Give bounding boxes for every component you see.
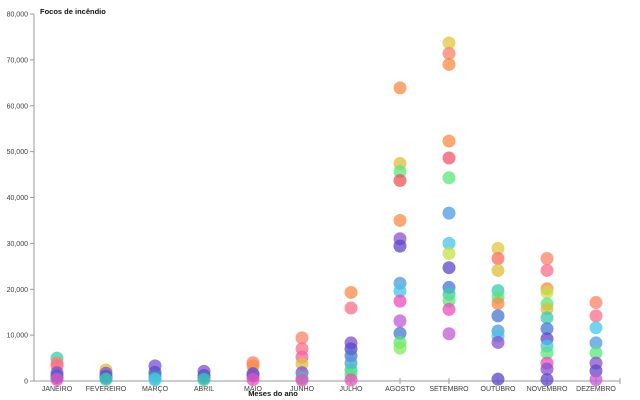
data-point-junho <box>295 331 309 345</box>
x-tick-label: ABRIL <box>194 386 214 393</box>
data-point-agosto <box>393 81 407 95</box>
data-point-novembro <box>540 263 554 277</box>
x-tick-label: MAIO <box>244 386 262 393</box>
x-tick-label: JUNHO <box>290 386 315 393</box>
data-point-setembro <box>442 46 456 60</box>
data-point-julho <box>344 301 358 315</box>
data-point-dezembro <box>589 336 603 350</box>
x-tick-label: MARÇO <box>142 386 169 393</box>
y-tick-label: 40,000 <box>7 195 29 202</box>
data-point-junho <box>295 373 309 387</box>
data-point-julho <box>344 285 358 299</box>
data-point-marco <box>148 373 162 387</box>
y-tick-label: 20,000 <box>7 287 29 294</box>
y-tick-label: 50,000 <box>7 149 29 156</box>
data-point-setembro <box>442 36 456 50</box>
chart-title: Focos de incêndio <box>40 7 106 16</box>
data-point-agosto <box>393 213 407 227</box>
data-point-outubro <box>491 335 505 349</box>
data-point-janeiro <box>50 373 64 387</box>
data-point-agosto <box>393 284 407 298</box>
y-tick-label: 10,000 <box>7 333 29 340</box>
data-point-setembro <box>442 134 456 148</box>
data-point-setembro <box>442 261 456 275</box>
data-point-novembro <box>540 252 554 266</box>
data-point-setembro <box>442 327 456 341</box>
data-point-setembro <box>442 151 456 165</box>
data-point-novembro <box>540 362 554 376</box>
data-point-dezembro <box>589 296 603 310</box>
data-point-novembro <box>540 373 554 387</box>
data-point-dezembro <box>589 309 603 323</box>
data-point-novembro <box>540 285 554 299</box>
data-point-agosto <box>393 326 407 340</box>
data-point-novembro <box>540 311 554 325</box>
data-point-setembro <box>442 57 456 71</box>
x-tick-label: FEVEREIRO <box>86 386 127 393</box>
data-point-agosto <box>393 239 407 253</box>
data-point-outubro <box>491 372 505 386</box>
x-tick-label: DEZEMBRO <box>576 386 616 393</box>
x-tick-label: AGOSTO <box>385 386 415 393</box>
x-tick-label: NOVEMBRO <box>527 386 568 393</box>
data-point-outubro <box>491 263 505 277</box>
data-point-agosto <box>393 174 407 188</box>
x-tick-label: SETEMBRO <box>429 386 469 393</box>
x-axis-title: Meses do ano <box>248 389 298 398</box>
axes-and-points: 0 10,000 20,000 30,000 40,000 50,000 60,000 70,… <box>7 12 621 393</box>
data-point-dezembro <box>589 373 603 387</box>
data-point-novembro <box>540 346 554 360</box>
data-point-outubro <box>491 309 505 323</box>
data-point-novembro <box>540 322 554 336</box>
data-point-setembro <box>442 246 456 260</box>
data-point-fevereiro <box>99 372 113 386</box>
x-tick-label: JANEIRO <box>42 386 73 393</box>
data-point-abril <box>197 373 211 387</box>
data-point-agosto <box>393 341 407 355</box>
data-point-dezembro <box>589 346 603 360</box>
data-point-outubro <box>491 241 505 255</box>
data-point-setembro <box>442 206 456 220</box>
data-point-setembro <box>442 236 456 250</box>
data-point-julho <box>344 373 358 387</box>
x-tick-label: OUTUBRO <box>481 386 517 393</box>
data-point-outubro <box>491 296 505 310</box>
y-tick-label: 60,000 <box>7 103 29 110</box>
data-point-agosto <box>393 294 407 308</box>
data-point-setembro <box>442 302 456 316</box>
data-point-outubro <box>491 252 505 266</box>
y-tick-label: 0 <box>24 379 28 386</box>
data-point-dezembro <box>589 321 603 335</box>
x-tick-label: JULHO <box>340 386 364 393</box>
data-point-setembro <box>442 171 456 185</box>
y-tick-label: 70,000 <box>7 57 29 64</box>
y-tick-label: 80,000 <box>7 12 29 19</box>
data-point-agosto <box>393 314 407 328</box>
data-point-maio <box>246 373 260 387</box>
y-tick-label: 30,000 <box>7 241 29 248</box>
